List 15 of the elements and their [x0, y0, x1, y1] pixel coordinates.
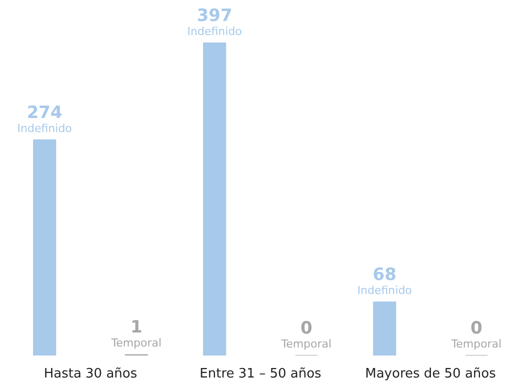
text: Temporal — [451, 338, 502, 350]
series-label: Indefinido — [17, 122, 72, 135]
text: Temporal — [281, 338, 332, 350]
data-label: 68 — [372, 264, 396, 285]
text: Indefinido — [187, 25, 242, 38]
x-tick-label: Entre 31 – 50 años — [200, 366, 322, 382]
x-tick-label: Hasta 30 años — [44, 366, 138, 382]
data-label: 397 — [196, 6, 232, 26]
text: Indefinido — [357, 284, 412, 297]
data-label: 274 — [26, 102, 63, 123]
data-label: 0 — [300, 318, 312, 338]
data-label: 0 — [470, 318, 482, 338]
x-tick-label: Mayores de 50 años — [365, 366, 496, 382]
series-label: Temporal — [110, 336, 162, 350]
data-label: 1 — [130, 318, 142, 338]
